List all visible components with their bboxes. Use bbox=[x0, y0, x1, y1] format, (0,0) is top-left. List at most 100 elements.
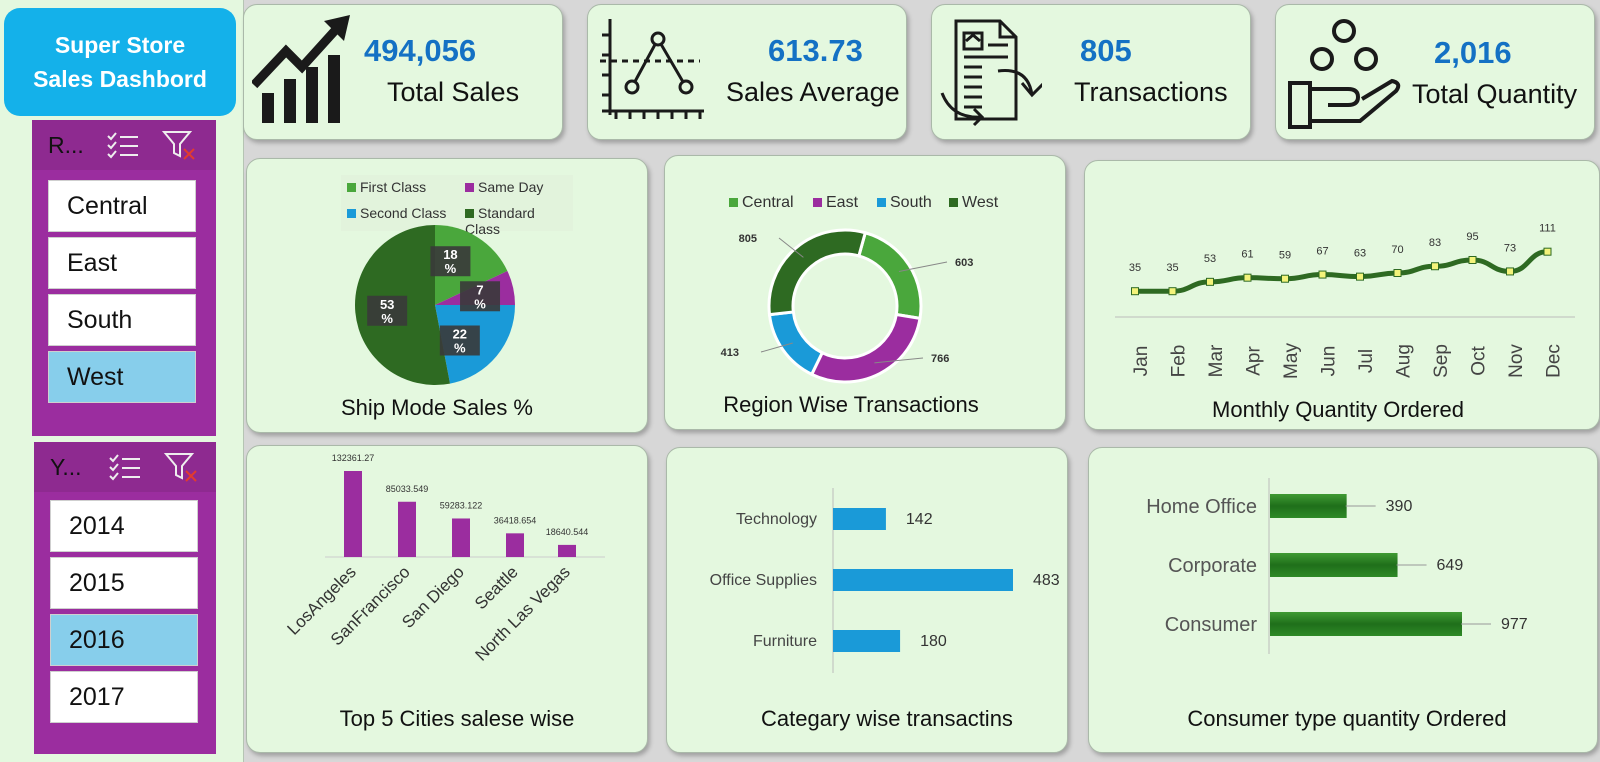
bar bbox=[1270, 553, 1398, 577]
data-label: 53 bbox=[1204, 253, 1216, 265]
data-label: 70 bbox=[1391, 244, 1403, 256]
title-line-2: Sales Dashbord bbox=[33, 66, 207, 92]
year-item-2014[interactable]: 2014 bbox=[50, 500, 198, 552]
year-slicer: Y... 2014 2015 2016 2017 bbox=[34, 442, 216, 754]
monthly-line-chart: 35 Jan 35 Feb 53 Mar 61 Apr 59 May 67 Jun 63 Jul 70 Aug… bbox=[1115, 223, 1575, 379]
legend-item: Central bbox=[729, 194, 794, 212]
leader-line bbox=[778, 237, 804, 258]
consumer-bar-chart: Home Office 390 Corporate 649 Consumer 977 bbox=[1146, 478, 1528, 654]
bar bbox=[398, 501, 416, 557]
year-item-2016[interactable]: 2016 bbox=[50, 614, 198, 666]
kpi-value: 613.73 bbox=[768, 33, 863, 68]
data-label: % bbox=[474, 296, 486, 311]
x-tick-label: Jan bbox=[1131, 346, 1152, 377]
bar bbox=[1270, 612, 1462, 636]
y-tick-label: Technology bbox=[736, 511, 817, 528]
x-tick-label: Feb bbox=[1169, 345, 1190, 378]
legend-item: Standard Class bbox=[465, 205, 535, 237]
data-label: 67 bbox=[1316, 246, 1328, 258]
bar bbox=[506, 533, 524, 557]
data-label: 61 bbox=[1241, 249, 1253, 261]
kpi-label: Total Quantity bbox=[1412, 79, 1578, 109]
data-label: 18 bbox=[443, 247, 457, 262]
legend-item: East bbox=[813, 194, 858, 212]
y-tick-label: Consumer bbox=[1165, 614, 1258, 636]
donut-segment bbox=[767, 310, 825, 377]
kpi-card-total-quantity: 2,016 Total Quantity bbox=[1275, 4, 1595, 140]
y-tick-label: Corporate bbox=[1168, 555, 1257, 577]
title-line-1: Super Store bbox=[54, 32, 186, 58]
kpi-label: Transactions bbox=[1074, 77, 1228, 107]
kpi-value: 805 bbox=[1080, 33, 1132, 68]
ship-mode-pie-chart: 18%7%22%53% bbox=[355, 225, 515, 385]
dashboard-title: Super Store Sales Dashbord bbox=[4, 8, 236, 116]
bar bbox=[833, 569, 1013, 591]
multi-select-icon[interactable] bbox=[108, 452, 142, 482]
data-label: 59 bbox=[1279, 250, 1291, 262]
y-tick-label: Office Supplies bbox=[710, 572, 817, 589]
region-item-south[interactable]: South bbox=[48, 294, 196, 346]
region-item-west[interactable]: West bbox=[48, 351, 196, 403]
leader-line bbox=[898, 261, 948, 273]
data-label: 73 bbox=[1504, 242, 1516, 254]
data-point bbox=[1206, 277, 1214, 286]
data-point bbox=[1318, 270, 1327, 279]
data-label: 132361.27 bbox=[332, 453, 375, 463]
bar bbox=[344, 471, 362, 557]
data-point bbox=[1468, 256, 1477, 264]
clear-filter-icon[interactable] bbox=[164, 451, 200, 483]
bar bbox=[833, 508, 886, 530]
data-label: 63 bbox=[1354, 248, 1366, 260]
bar bbox=[558, 544, 576, 557]
data-label: 649 bbox=[1437, 557, 1464, 574]
data-point bbox=[1393, 269, 1402, 277]
data-label: 35 bbox=[1166, 262, 1178, 274]
kpi-label: Sales Average bbox=[726, 77, 900, 107]
bar bbox=[833, 630, 901, 652]
year-item-2017[interactable]: 2017 bbox=[50, 671, 198, 723]
chart-title: Region Wise Transactions bbox=[723, 392, 979, 417]
sidebar: Super Store Sales Dashbord R... Central … bbox=[0, 0, 244, 762]
series-line bbox=[1135, 249, 1548, 294]
region-item-east[interactable]: East bbox=[48, 237, 196, 289]
region-slicer-label: R... bbox=[48, 131, 84, 158]
data-point bbox=[1281, 274, 1289, 283]
y-tick-label: Furniture bbox=[753, 633, 817, 650]
data-label: 7 bbox=[476, 282, 483, 297]
data-label: 59283.122 bbox=[440, 500, 483, 510]
legend-item: Same Day bbox=[465, 179, 543, 195]
data-point bbox=[1543, 247, 1552, 256]
multi-select-icon[interactable] bbox=[106, 130, 140, 160]
line-graph-icon bbox=[600, 19, 704, 119]
data-point bbox=[1506, 267, 1514, 276]
kpi-label: Total Sales bbox=[387, 77, 520, 107]
hand-coins-icon bbox=[1288, 19, 1401, 129]
region-item-central[interactable]: Central bbox=[48, 180, 196, 232]
donut-segment bbox=[767, 228, 868, 317]
ship-mode-chart-panel: First Class Same Day Second Class Standa… bbox=[246, 158, 648, 433]
data-label: % bbox=[454, 340, 466, 355]
leader-line bbox=[760, 342, 793, 353]
data-label: 53 bbox=[380, 297, 394, 312]
legend-item: First Class bbox=[347, 179, 426, 195]
region-chart-panel: Central East South West 603 766 413 805 Reg… bbox=[664, 155, 1066, 430]
data-label: 766 bbox=[931, 353, 949, 365]
clear-filter-icon[interactable] bbox=[162, 129, 198, 161]
consumer-chart-panel: Home Office 390 Corporate 649 Consumer 977 Co… bbox=[1088, 447, 1598, 753]
cities-chart-panel: 132361.27 LosAngeles 85033.549 SanFrancisco… bbox=[246, 445, 648, 753]
data-point bbox=[1356, 272, 1364, 281]
x-tick-label: Oct bbox=[1469, 346, 1490, 376]
kpi-value: 2,016 bbox=[1434, 35, 1512, 70]
data-label: 36418.654 bbox=[494, 515, 537, 525]
category-bar-chart: Technology 142 Office Supplies 483 Furniture… bbox=[710, 488, 1060, 673]
data-label: 22 bbox=[453, 326, 467, 341]
year-slicer-header: Y... bbox=[34, 442, 216, 492]
region-slicer: R... Central East South West bbox=[32, 120, 216, 436]
x-tick-label: Nov bbox=[1506, 344, 1527, 378]
data-label-box bbox=[439, 325, 480, 356]
chart-title: Consumer type quantity Ordered bbox=[1187, 706, 1507, 731]
year-item-2015[interactable]: 2015 bbox=[50, 557, 198, 609]
data-label: 142 bbox=[906, 511, 933, 528]
x-tick-label: North Las Vegas bbox=[472, 562, 574, 664]
document-exchange-icon bbox=[940, 19, 1042, 127]
